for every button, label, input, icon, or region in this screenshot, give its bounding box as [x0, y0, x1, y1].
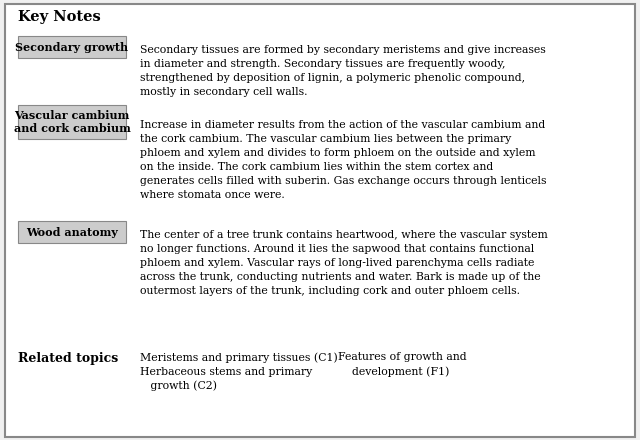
Text: Features of growth and
    development (F1): Features of growth and development (F1) [338, 352, 467, 377]
Text: Related topics: Related topics [18, 352, 118, 365]
Text: Secondary growth: Secondary growth [15, 41, 129, 52]
Text: Key Notes: Key Notes [18, 10, 100, 24]
Text: Secondary tissues are formed by secondary meristems and give increases
in diamet: Secondary tissues are formed by secondar… [140, 45, 546, 97]
Text: Wood anatomy: Wood anatomy [26, 227, 118, 238]
Text: Meristems and primary tissues (C1)
Herbaceous stems and primary
   growth (C2): Meristems and primary tissues (C1) Herba… [140, 352, 338, 392]
Text: Increase in diameter results from the action of the vascular cambium and
the cor: Increase in diameter results from the ac… [140, 120, 547, 200]
Text: The center of a tree trunk contains heartwood, where the vascular system
no long: The center of a tree trunk contains hear… [140, 230, 548, 296]
FancyBboxPatch shape [18, 36, 126, 58]
FancyBboxPatch shape [18, 221, 126, 243]
Text: Vascular cambium
and cork cambium: Vascular cambium and cork cambium [13, 110, 131, 134]
FancyBboxPatch shape [18, 105, 126, 139]
FancyBboxPatch shape [5, 4, 635, 437]
